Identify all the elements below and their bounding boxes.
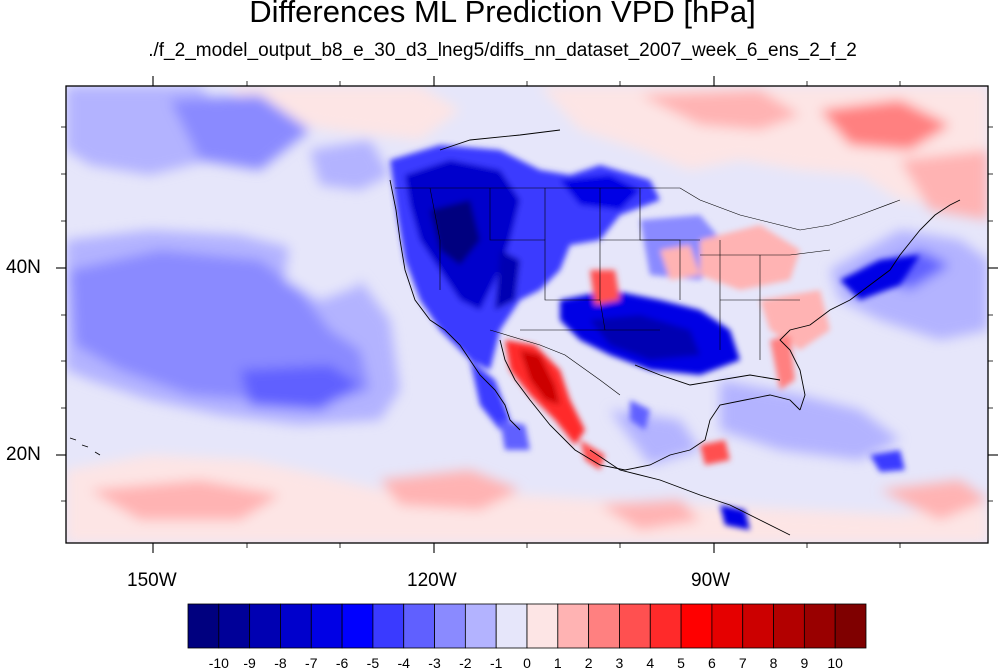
minor-ticks (61, 81, 993, 548)
colorbar-box (773, 603, 805, 649)
chart-subtitle: ./f_2_model_output_b8_e_30_d3_lneg5/diff… (148, 40, 857, 61)
colorbar-box (187, 603, 220, 649)
lon-label-90w: 90W (691, 570, 731, 591)
map-field (66, 86, 988, 543)
colorbar-tick-label: 6 (708, 655, 716, 671)
colorbar-tick-label: 2 (584, 655, 593, 671)
colorbar-box (341, 603, 374, 649)
colorbar-tick-label: -9 (243, 655, 256, 671)
colorbar-tick-label: -4 (397, 655, 410, 671)
colorbar-tick-label: 4 (646, 655, 655, 671)
colorbar-box (372, 603, 405, 649)
hawaii-islands (69, 437, 101, 456)
colorbar (187, 603, 867, 649)
colorbar-tick-label: -3 (428, 655, 441, 671)
colorbar-box (249, 603, 281, 649)
lon-ticks (152, 76, 715, 553)
colorbar-box (803, 603, 836, 649)
lat-label-20n: 20N (6, 444, 41, 465)
colorbar-tick-label: 1 (553, 655, 562, 671)
colorbar-tick-label: 5 (677, 655, 685, 671)
colorbar-box (649, 603, 682, 649)
lon-label-150w: 150W (127, 570, 177, 591)
colorbar-tick-label: 0 (523, 655, 531, 671)
lat-label-40n: 40N (6, 257, 41, 278)
ocean-field (66, 86, 988, 543)
colorbar-box (711, 603, 744, 649)
colorbar-box (526, 603, 559, 649)
colorbar-tick-label: 7 (738, 655, 747, 671)
land-field (390, 145, 920, 530)
lon-label-120w: 120W (407, 570, 457, 591)
colorbar-tick-label: -10 (208, 655, 229, 671)
colorbar-box (742, 603, 774, 649)
colorbar-tick-label: 9 (800, 655, 809, 671)
political-borders (395, 187, 901, 396)
colorbar-box (588, 603, 620, 649)
colorbar-box (310, 603, 343, 649)
colorbar-box (464, 603, 497, 649)
colorbar-tick-label: -1 (489, 655, 503, 671)
colorbar-box (403, 603, 435, 649)
colorbar-box (557, 603, 590, 649)
colorbar-tick-label: -5 (366, 655, 380, 671)
colorbar-tick-label: -6 (335, 655, 349, 671)
colorbar-box (495, 603, 528, 649)
colorbar-tick-label: 8 (769, 655, 778, 671)
colorbar-tick-label: -7 (305, 655, 318, 671)
colorbar-box (218, 603, 251, 649)
chart-title: Differences ML Prediction VPD [hPa] (249, 0, 756, 29)
colorbar-tick-label: 10 (827, 655, 843, 671)
colorbar-tick-label: -8 (274, 655, 287, 671)
colorbar-box (280, 603, 312, 649)
colorbar-box (619, 603, 651, 649)
coastlines (389, 129, 961, 536)
colorbar-tick-label: -2 (459, 655, 472, 671)
colorbar-box (434, 603, 466, 649)
colorbar-tick-label: 3 (615, 655, 624, 671)
colorbar-box (834, 603, 867, 649)
lat-ticks (56, 267, 998, 456)
colorbar-box (680, 603, 713, 649)
